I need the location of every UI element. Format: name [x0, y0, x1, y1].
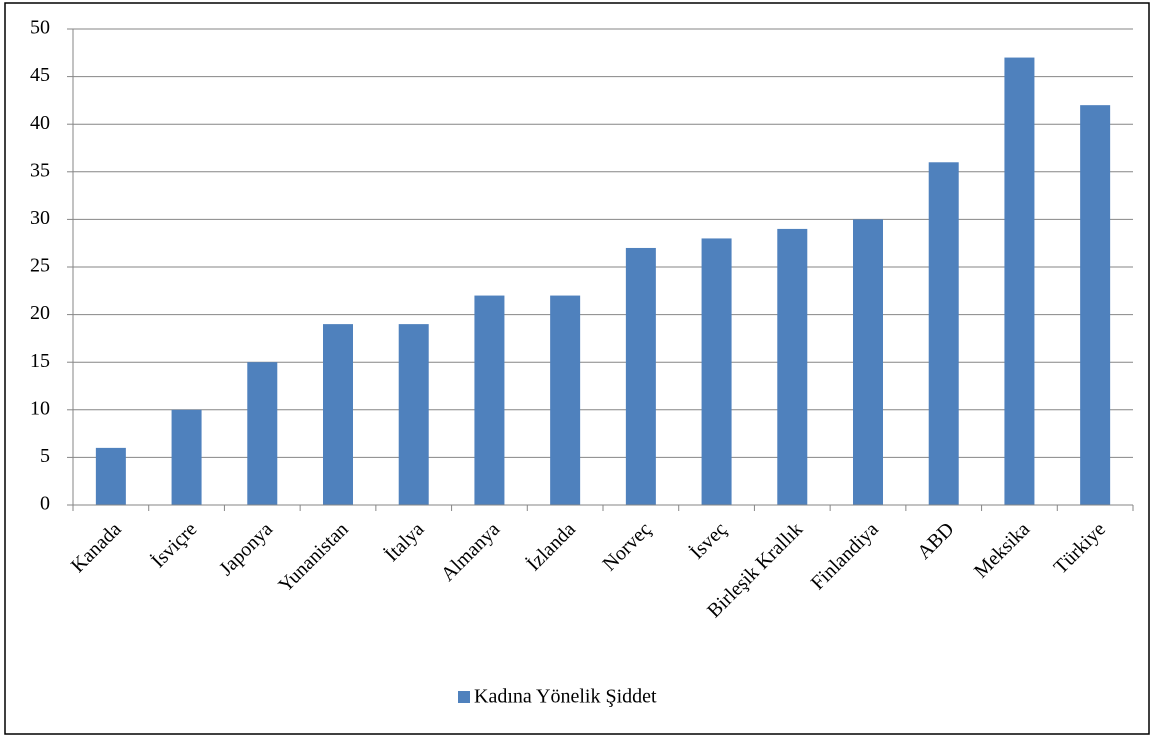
- legend-label: Kadına Yönelik Şiddet: [474, 686, 657, 708]
- y-tick-label: 15: [30, 350, 50, 372]
- y-tick-label: 0: [40, 493, 50, 515]
- y-tick-label: 20: [30, 302, 50, 324]
- bar: [398, 324, 429, 505]
- bar: [928, 162, 959, 505]
- y-tick-label: 40: [30, 112, 50, 134]
- y-tick-label: 50: [30, 17, 50, 39]
- bar: [171, 409, 202, 505]
- bar: [853, 219, 883, 505]
- legend-swatch: [458, 691, 470, 703]
- bar: [95, 447, 126, 505]
- y-tick-label: 30: [30, 207, 50, 229]
- bar: [1080, 105, 1111, 505]
- bar: [474, 295, 505, 505]
- y-tick-label: 25: [30, 255, 50, 277]
- bar: [777, 228, 808, 506]
- bar: [701, 238, 732, 505]
- y-tick-label: 35: [30, 159, 50, 181]
- bar: [1004, 57, 1035, 506]
- bar: [323, 324, 353, 505]
- bar: [625, 247, 656, 505]
- bar: [247, 362, 278, 505]
- y-tick-label: 45: [30, 64, 50, 86]
- bar: [550, 295, 581, 505]
- y-tick-label: 5: [40, 445, 50, 467]
- y-tick-label: 10: [30, 397, 50, 419]
